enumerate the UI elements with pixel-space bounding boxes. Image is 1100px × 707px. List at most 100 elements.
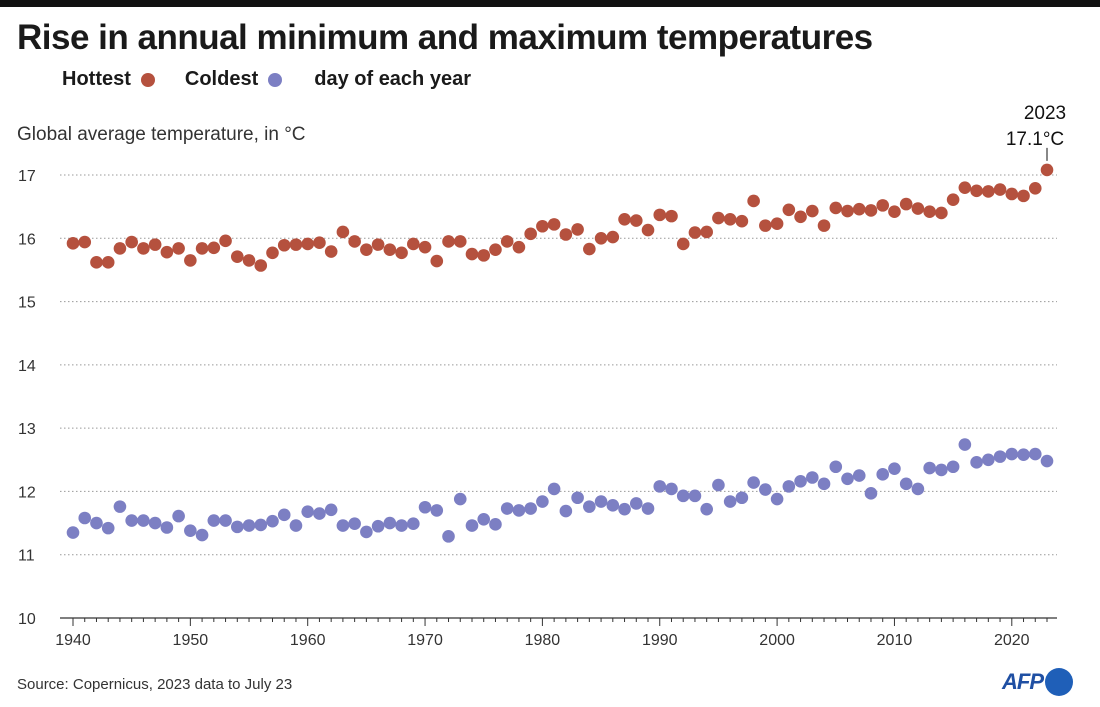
coldest-point: [770, 492, 784, 506]
legend-coldest-label: Coldest: [184, 68, 259, 90]
hottest-point: [806, 204, 819, 218]
coldest-point: [148, 516, 162, 530]
coldest-point: [852, 469, 866, 482]
hottest-point: [841, 204, 854, 218]
coldest-point: [371, 519, 385, 533]
coldest-point: [935, 463, 948, 477]
coldest-point: [794, 475, 807, 488]
coldest-point: [806, 471, 819, 484]
coldest-point: [195, 528, 209, 542]
coldest-point: [899, 477, 913, 491]
hottest-point: [958, 181, 972, 194]
coldest-point: [407, 517, 420, 531]
hottest-point: [594, 231, 608, 245]
y-tick-label: 14: [18, 358, 36, 375]
coldest-point: [735, 491, 749, 505]
y-tick-label: 15: [18, 295, 36, 312]
hottest-point: [618, 213, 631, 226]
coldest-point: [946, 460, 960, 474]
hottest-point: [629, 214, 643, 227]
hottest-point: [195, 242, 209, 255]
annotation-year: 2023: [1024, 103, 1066, 124]
hottest-point: [688, 226, 702, 239]
coldest-point: [254, 518, 268, 532]
coldest-point: [594, 495, 608, 508]
coldest-point: [1017, 448, 1030, 462]
coldest-point: [395, 519, 408, 532]
hottest-point: [606, 230, 620, 244]
coldest-point: [665, 482, 678, 496]
x-tick-label: 1980: [525, 632, 561, 649]
hottest-point: [360, 243, 373, 256]
hottest-point: [970, 184, 983, 198]
hottest-point: [407, 237, 420, 251]
coldest-point: [759, 483, 772, 496]
hottest-point: [383, 243, 397, 256]
hottest-point: [465, 247, 479, 261]
coldest-point: [723, 495, 737, 508]
x-tick-label: 2020: [994, 632, 1030, 649]
legend: Hottest Coldest day of each year: [62, 68, 471, 91]
hottest-point: [1040, 163, 1054, 177]
coldest-point: [324, 503, 338, 517]
y-axis-label: Global average temperature, in °C: [17, 124, 306, 145]
legend-coldest-swatch: [268, 72, 283, 87]
hottest-point: [254, 259, 268, 272]
hottest-point: [794, 210, 807, 224]
x-tick-label: 1950: [173, 632, 209, 649]
coldest-point: [676, 489, 690, 503]
coldest-point: [982, 453, 995, 467]
coldest-point: [606, 499, 620, 512]
coldest-point: [277, 508, 291, 522]
y-tick-label: 12: [18, 484, 36, 501]
hottest-point: [219, 234, 232, 248]
coldest-point: [629, 497, 643, 510]
hottest-point: [184, 254, 197, 267]
hottest-point: [453, 235, 467, 248]
x-tick-label: 2010: [877, 632, 913, 649]
coldest-point: [66, 526, 80, 539]
legend-hottest-label: Hottest: [62, 68, 131, 90]
hottest-point: [113, 242, 127, 255]
hottest-point: [571, 223, 584, 236]
coldest-point: [78, 511, 92, 525]
coldest-point: [90, 516, 103, 530]
coldest-point: [888, 462, 901, 475]
hottest-point: [759, 219, 772, 232]
hottest-point: [829, 201, 843, 215]
coldest-point: [782, 480, 796, 493]
coldest-point: [993, 450, 1007, 463]
y-tick-label: 16: [18, 231, 36, 248]
hottest-point: [313, 236, 326, 250]
coldest-point: [266, 514, 279, 528]
coldest-point: [829, 460, 843, 474]
coldest-point: [219, 514, 232, 527]
logo-ball-icon: [1045, 668, 1073, 696]
x-tick-label: 1970: [407, 632, 443, 649]
hottest-point: [888, 205, 901, 219]
coldest-point: [477, 512, 491, 526]
hottest-point: [782, 203, 796, 217]
hottest-point: [160, 245, 174, 259]
hottest-point: [430, 254, 444, 268]
coldest-point: [184, 524, 197, 537]
legend-suffix: day of each year: [314, 68, 471, 90]
x-tick-label: 1990: [642, 632, 678, 649]
x-tick-label: 1940: [55, 632, 91, 649]
coldest-point: [864, 487, 878, 500]
coldest-point: [876, 468, 890, 481]
hottest-point: [676, 237, 690, 251]
coldest-point: [348, 517, 361, 531]
hottest-point: [935, 206, 948, 220]
legend-coldest: Coldest: [184, 68, 283, 91]
coldest-point: [512, 504, 526, 517]
annotation-value: 17.1°C: [1006, 129, 1064, 150]
hottest-point: [864, 204, 878, 217]
hottest-point: [770, 217, 784, 231]
coldest-point: [583, 500, 596, 513]
hottest-point: [442, 235, 455, 248]
hottest-point: [665, 209, 678, 223]
coldest-point: [618, 502, 631, 516]
coldest-point: [383, 516, 397, 530]
